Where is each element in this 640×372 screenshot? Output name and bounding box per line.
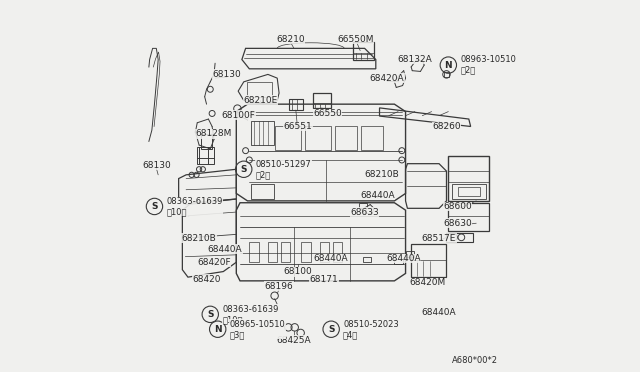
Text: 68440A: 68440A [314,254,348,263]
Text: 68633: 68633 [350,208,379,217]
Text: 08510-52023
。4〉: 08510-52023 。4〉 [343,320,399,339]
Bar [281,242,291,262]
Bar [312,93,331,108]
Text: S: S [241,165,247,174]
Bar [320,242,330,262]
Text: 68100: 68100 [284,267,312,276]
Text: 68132A: 68132A [397,55,432,64]
Bar [449,203,489,231]
Text: 68130: 68130 [212,70,241,79]
Text: 68440A: 68440A [387,254,421,263]
Bar [268,242,277,262]
Bar [301,242,310,262]
Bar [411,244,447,277]
Text: 68420M: 68420M [410,278,446,287]
Bar [251,121,273,145]
Text: 68210B: 68210B [364,170,399,179]
Text: N: N [445,61,452,70]
Text: 08965-10510
。3〉: 08965-10510 。3〉 [230,320,285,339]
Bar [452,184,486,199]
Text: 68517E: 68517E [422,234,456,243]
Text: 68128M: 68128M [196,129,232,138]
Text: S: S [207,310,214,319]
Text: 68420: 68420 [192,275,221,283]
Text: 68440A: 68440A [422,308,456,317]
Text: 08963-10510
。2〉: 08963-10510 。2〉 [460,55,516,75]
Bar [458,187,480,196]
Text: 68440A: 68440A [360,191,395,200]
Bar [363,257,371,262]
Bar [353,42,374,60]
Text: N: N [214,325,221,334]
Text: 68196: 68196 [265,282,294,291]
Text: 68440A: 68440A [208,245,243,254]
Text: 68420A: 68420A [370,74,404,83]
Bar [335,126,357,150]
Bar [449,156,489,201]
Text: 66550: 66550 [313,109,342,118]
Bar [333,242,342,262]
Bar [406,251,413,257]
Text: 68171: 68171 [309,275,338,283]
Bar [248,82,271,97]
Text: A680*00*2: A680*00*2 [452,356,498,365]
Text: 68425A: 68425A [276,336,311,345]
Text: 08363-61639
。10〉: 08363-61639 。10〉 [166,197,223,216]
Text: 68260: 68260 [432,122,461,131]
Text: 68630: 68630 [444,219,472,228]
Text: 08363-61639
。10〉: 08363-61639 。10〉 [222,305,278,324]
Bar [250,242,259,262]
Text: 66551: 66551 [284,122,312,131]
Bar [197,147,214,164]
Text: 66550M: 66550M [337,35,374,44]
Text: 68210: 68210 [276,35,305,44]
Text: 68130: 68130 [142,161,171,170]
Bar [447,232,472,242]
Bar [305,126,331,150]
Bar [359,203,367,208]
Text: 68600: 68600 [444,202,472,211]
Bar [394,259,403,264]
Text: 08510-51297
。2〉: 08510-51297 。2〉 [255,160,312,179]
Text: 68210E: 68210E [243,96,278,105]
Bar [444,72,449,77]
Text: 68420F: 68420F [197,258,231,267]
Bar [361,126,383,150]
Bar [201,134,212,149]
Text: 68100F: 68100F [221,111,255,120]
Text: 68210B: 68210B [182,234,216,243]
Text: S: S [151,202,157,211]
Text: S: S [328,325,335,334]
Bar [289,99,303,110]
Bar [275,126,301,150]
Bar [251,184,273,199]
